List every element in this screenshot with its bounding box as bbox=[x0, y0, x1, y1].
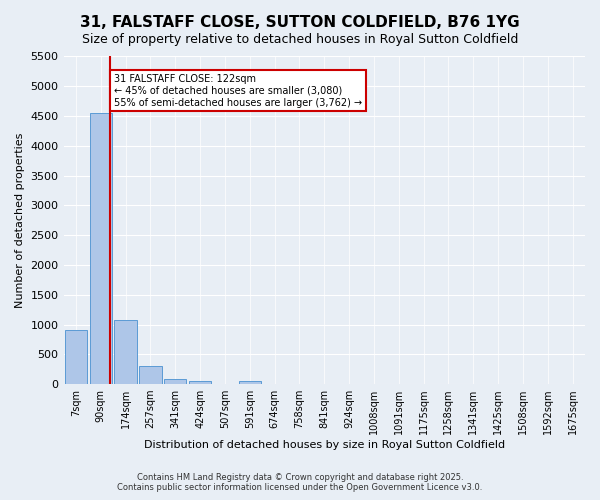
Text: Contains HM Land Registry data © Crown copyright and database right 2025.
Contai: Contains HM Land Registry data © Crown c… bbox=[118, 473, 482, 492]
X-axis label: Distribution of detached houses by size in Royal Sutton Coldfield: Distribution of detached houses by size … bbox=[144, 440, 505, 450]
Bar bbox=[139, 366, 161, 384]
Bar bbox=[115, 320, 137, 384]
Bar bbox=[65, 330, 87, 384]
Y-axis label: Number of detached properties: Number of detached properties bbox=[15, 132, 25, 308]
Bar bbox=[89, 113, 112, 384]
Text: 31 FALSTAFF CLOSE: 122sqm
← 45% of detached houses are smaller (3,080)
55% of se: 31 FALSTAFF CLOSE: 122sqm ← 45% of detac… bbox=[114, 74, 362, 108]
Bar bbox=[239, 381, 261, 384]
Text: Size of property relative to detached houses in Royal Sutton Coldfield: Size of property relative to detached ho… bbox=[82, 32, 518, 46]
Bar bbox=[164, 380, 187, 384]
Bar bbox=[189, 381, 211, 384]
Text: 31, FALSTAFF CLOSE, SUTTON COLDFIELD, B76 1YG: 31, FALSTAFF CLOSE, SUTTON COLDFIELD, B7… bbox=[80, 15, 520, 30]
